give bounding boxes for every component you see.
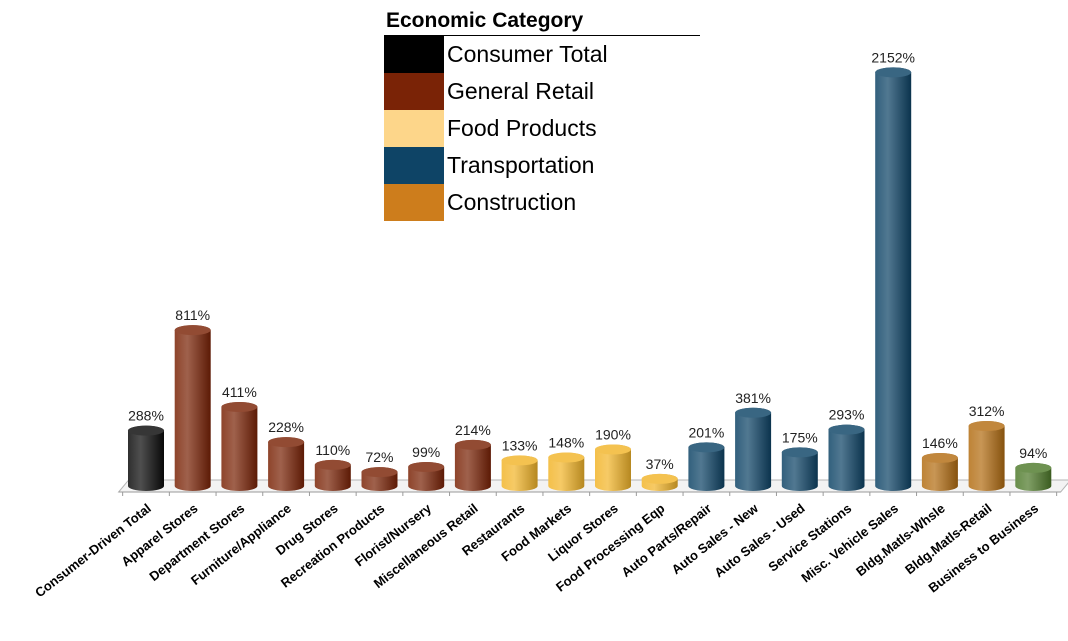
legend-swatch	[384, 110, 444, 147]
bar	[921, 452, 958, 492]
value-label: 2152%	[871, 49, 915, 65]
value-label: 228%	[268, 419, 304, 435]
value-label: 190%	[595, 426, 631, 442]
bar-top	[361, 467, 398, 478]
value-label: 72%	[365, 449, 393, 465]
bar	[361, 467, 398, 492]
bar	[595, 444, 631, 491]
legend-item-food-products: Food Products	[384, 110, 700, 147]
value-labels-group: 288% 811% 411% 228% 110% 72% 99% 214% 133% 148% 19…	[128, 49, 1047, 472]
value-label: 148%	[548, 435, 584, 451]
value-label: 293%	[829, 407, 865, 423]
bar	[128, 425, 164, 491]
value-label: 99%	[412, 444, 440, 460]
bar	[174, 325, 211, 492]
bar-top	[548, 452, 585, 463]
value-label: 146%	[922, 435, 958, 451]
bar-top	[921, 452, 958, 463]
legend-label: Consumer Total	[447, 41, 608, 67]
bar-top	[641, 473, 678, 484]
legend-label: Food Products	[447, 115, 597, 141]
bar-body	[781, 447, 818, 492]
bar	[735, 407, 772, 492]
bar-top	[314, 459, 351, 470]
bar	[221, 402, 258, 492]
legend-title: Economic Category	[384, 6, 700, 36]
legend-swatch	[384, 147, 444, 184]
bar	[968, 421, 1005, 492]
legend-swatch	[384, 36, 444, 73]
value-label: 288%	[128, 408, 164, 424]
legend-item-consumer-total: Consumer Total	[384, 36, 700, 73]
bar-top	[174, 325, 211, 336]
bar-body	[221, 402, 258, 492]
bar-body	[688, 442, 725, 492]
bar	[501, 455, 538, 491]
bar-top	[595, 444, 631, 455]
bar	[408, 461, 445, 492]
bar	[548, 452, 585, 491]
bar-body	[595, 444, 631, 491]
value-label: 381%	[735, 390, 771, 406]
bar	[1015, 462, 1052, 492]
bar-top	[1015, 462, 1052, 473]
legend: Economic Category Consumer Total General…	[384, 6, 700, 221]
bar-top	[454, 439, 491, 450]
bar-top	[828, 424, 865, 435]
bar	[828, 424, 865, 492]
legend-label: Transportation	[447, 152, 595, 178]
bar-top	[408, 461, 445, 472]
value-label: 811%	[175, 307, 210, 323]
bar-body	[968, 421, 1005, 492]
bar-top	[735, 407, 772, 418]
bar-top	[268, 437, 305, 448]
bar-body	[921, 452, 958, 492]
bar-body	[548, 452, 585, 491]
value-label: 175%	[782, 429, 818, 445]
bar	[875, 67, 912, 492]
legend-swatch	[384, 73, 444, 110]
bar-top	[781, 447, 818, 458]
value-label: 37%	[646, 456, 674, 472]
bar-top	[688, 442, 725, 453]
bars-group	[128, 67, 1052, 492]
value-label: 411%	[222, 384, 257, 400]
value-label: 133%	[502, 437, 538, 453]
bar-top	[968, 421, 1005, 432]
bar-top	[501, 455, 538, 466]
bar-body	[875, 67, 912, 492]
legend-label: General Retail	[447, 78, 595, 104]
legend-item-construction: Construction	[384, 184, 700, 221]
bar-body	[128, 425, 164, 491]
bar-top	[128, 425, 164, 436]
bar	[268, 437, 305, 492]
legend-item-general-retail: General Retail	[384, 73, 700, 110]
bar	[641, 473, 678, 492]
value-label: 110%	[315, 442, 350, 458]
bar	[688, 442, 725, 492]
bar-body	[735, 407, 772, 492]
legend-item-transportation: Transportation	[384, 147, 700, 184]
bar-top	[221, 402, 258, 413]
bar-body	[268, 437, 305, 492]
value-label: 312%	[969, 403, 1005, 419]
bar-body	[174, 325, 211, 492]
value-label: 94%	[1019, 445, 1047, 461]
bar	[314, 459, 351, 492]
bar	[781, 447, 818, 492]
value-label: 201%	[688, 424, 724, 440]
bar-body	[454, 439, 491, 492]
legend-swatch	[384, 184, 444, 221]
bar	[454, 439, 491, 492]
value-label: 214%	[455, 422, 491, 438]
legend-label: Construction	[447, 189, 577, 215]
bar-top	[875, 67, 912, 78]
bar-body	[828, 424, 865, 492]
